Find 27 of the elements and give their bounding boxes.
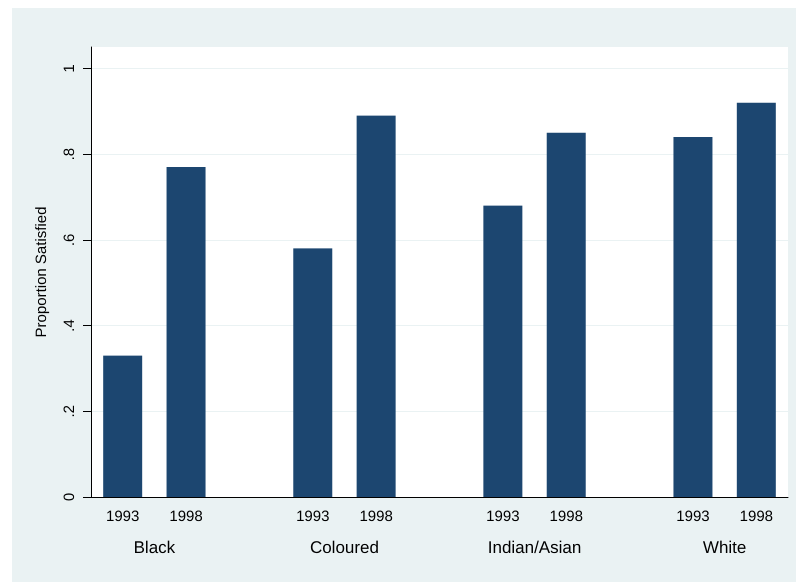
y-tick-label: .2 [61, 405, 78, 418]
x-tick-label: 1998 [740, 508, 774, 525]
y-tick-label: .4 [61, 319, 78, 332]
bar [166, 167, 206, 497]
x-tick-label: 1993 [106, 508, 140, 525]
y-tick-label: .8 [61, 148, 78, 160]
x-tick-label: 1998 [550, 508, 583, 525]
text: Indian/Asian [488, 538, 582, 557]
bar [483, 206, 522, 497]
bar [673, 137, 712, 497]
x-tick-label: 1998 [169, 508, 203, 525]
text: Black [134, 538, 176, 557]
bar [736, 102, 776, 497]
bar [103, 356, 142, 497]
x-tick-label: 1993 [296, 508, 330, 525]
text: White [702, 538, 746, 557]
bar [293, 248, 332, 497]
x-tick-label: 1993 [486, 508, 520, 525]
bar [356, 116, 396, 497]
bar [546, 132, 586, 497]
y-tick-label: 1 [61, 64, 78, 73]
x-tick-label: 1998 [359, 508, 393, 525]
x-tick-label: 1993 [676, 508, 710, 525]
y-tick-label: 0 [61, 492, 78, 502]
y-tick-label: .6 [61, 234, 78, 246]
y-axis-title: Proportion Satisfied [33, 206, 50, 338]
text: Coloured [310, 538, 379, 557]
